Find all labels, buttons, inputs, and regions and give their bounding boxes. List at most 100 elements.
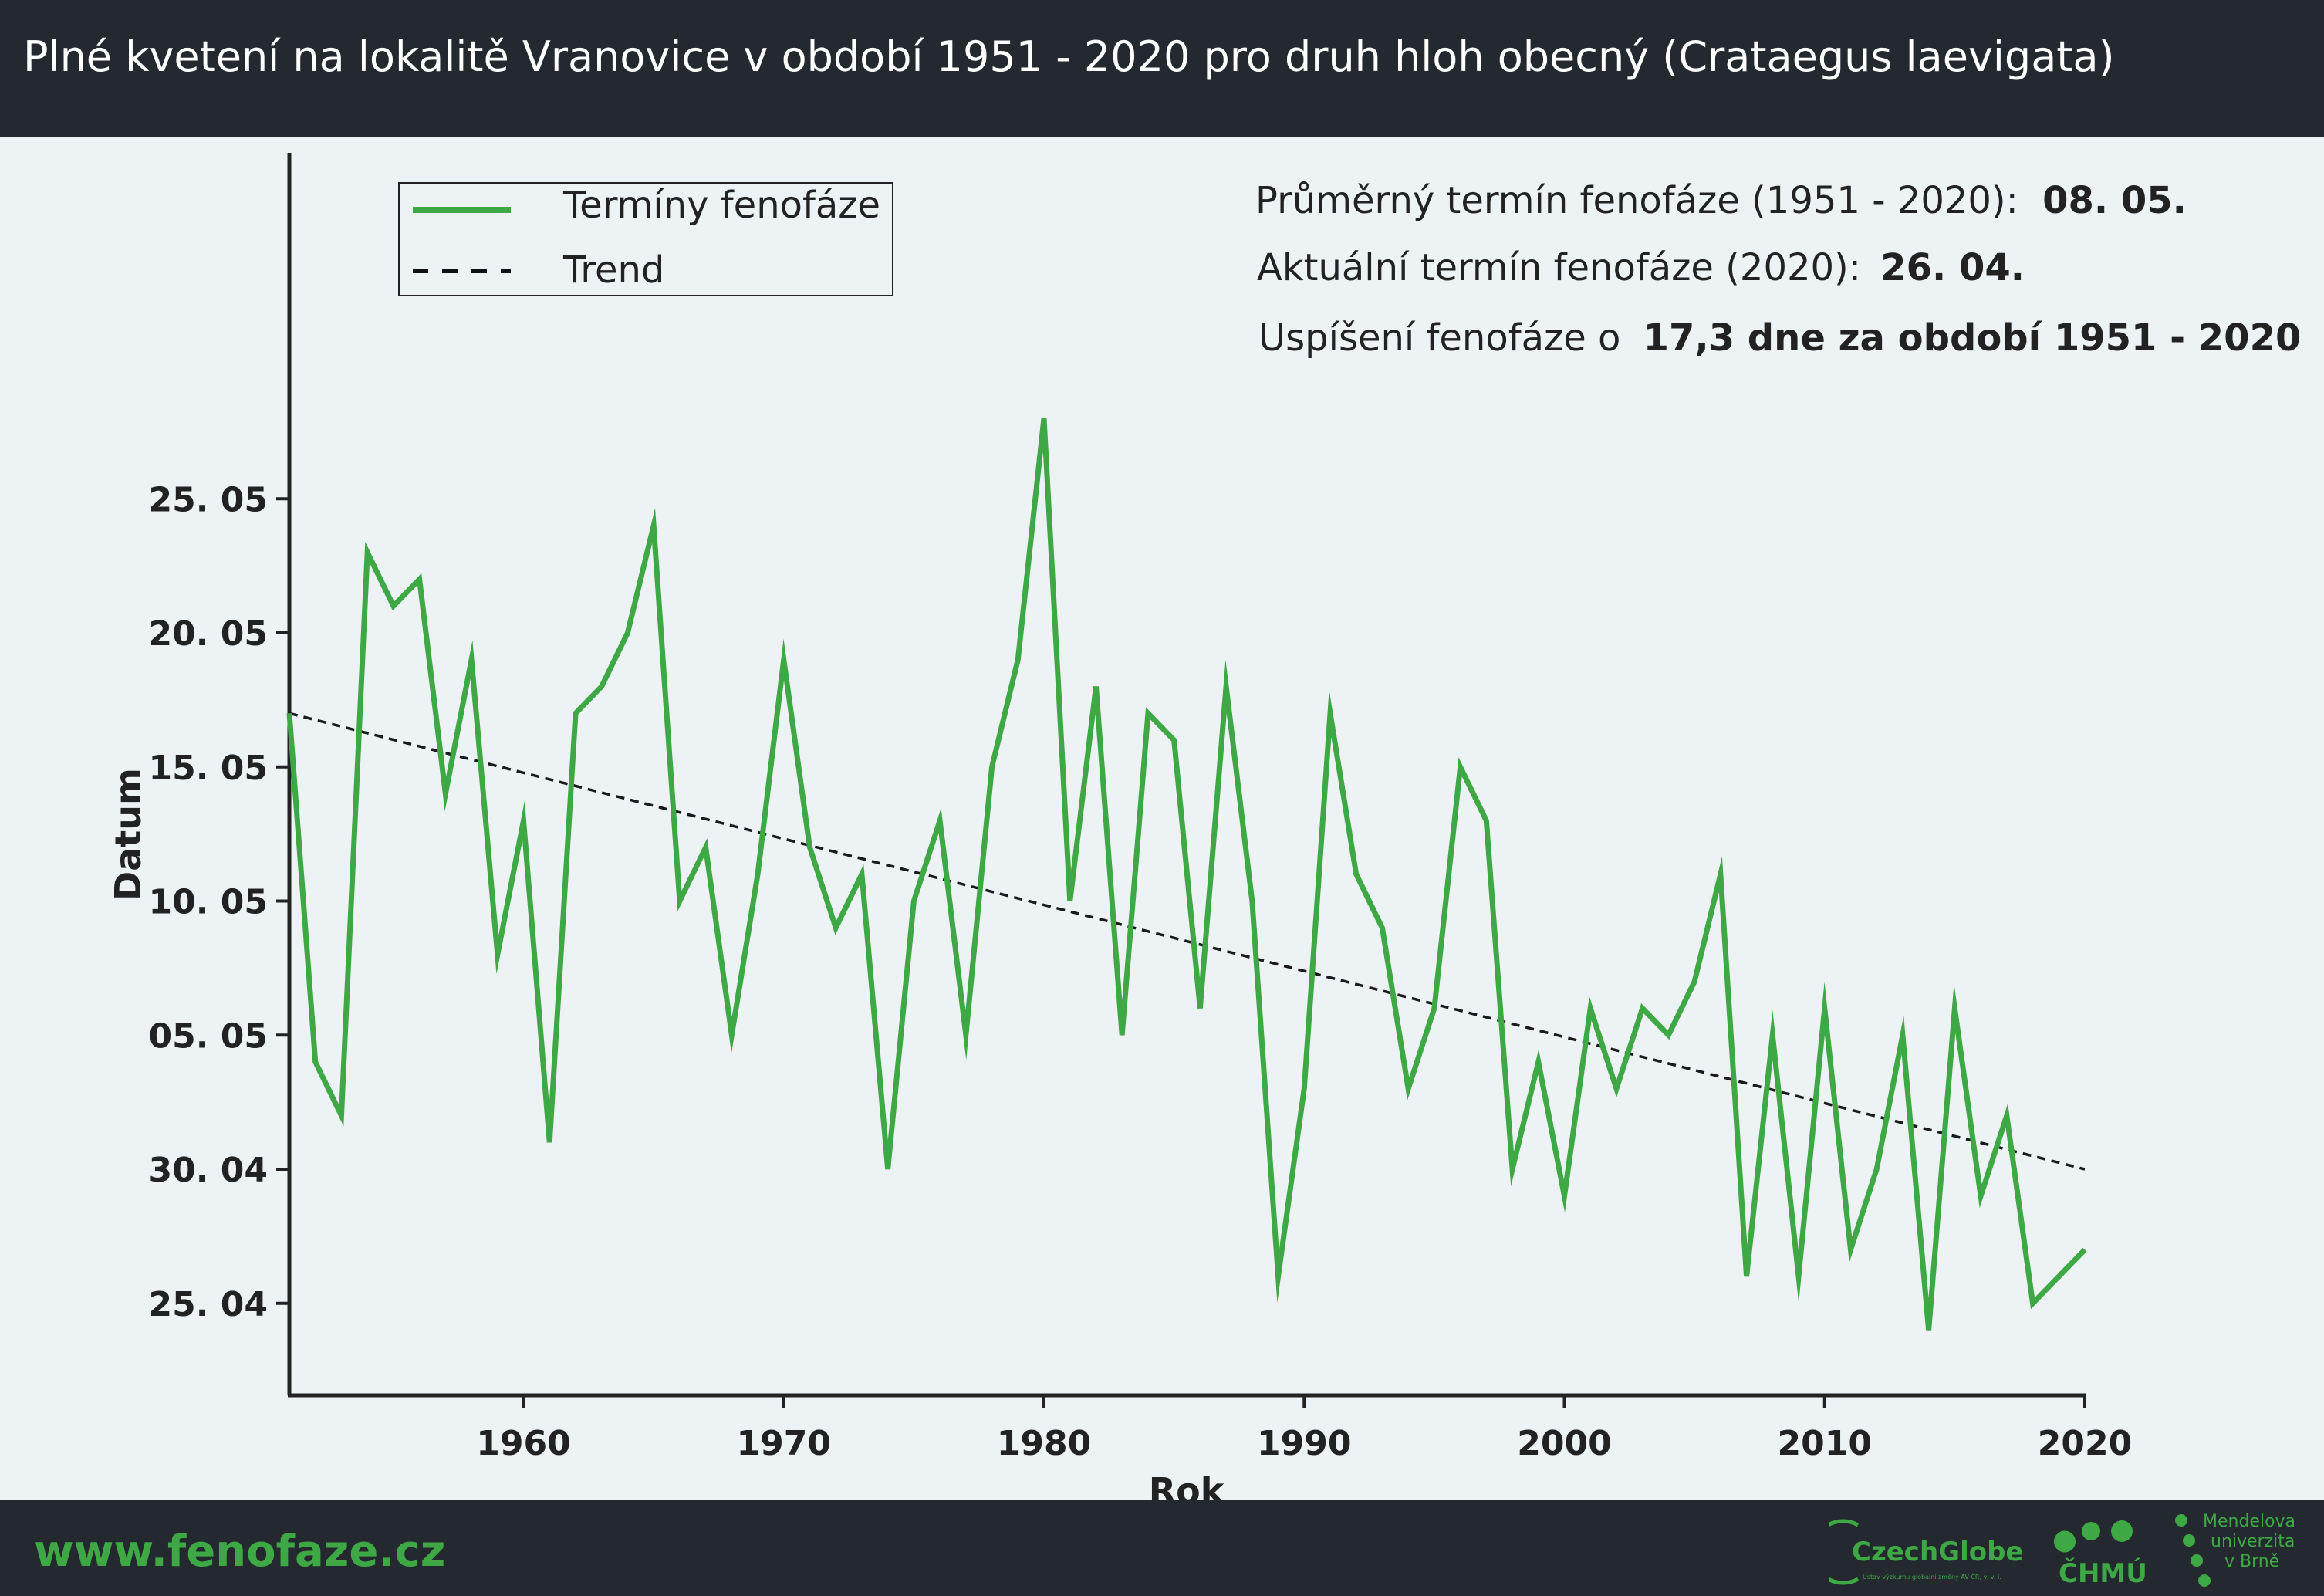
phenology-line-chart: 1960 1970 1980 1990 2000 2010 2020 25. 04 30. 04… <box>107 153 2301 1500</box>
avg-term-label: Průměrný termín fenofáze (1951 - 2020): <box>1255 179 2018 222</box>
y-tick-label: 25. 05 <box>149 480 269 519</box>
data-point <box>1613 1086 1620 1092</box>
chmu-dot-icon <box>2082 1522 2100 1540</box>
data-point <box>624 630 630 636</box>
data-point <box>703 844 709 850</box>
shift-line: Uspíšení fenofáze o 17,3 dne za období 1… <box>1258 316 2301 360</box>
data-point <box>1171 737 1177 743</box>
data-point <box>521 817 527 823</box>
x-axis-label: Rok <box>1149 1470 1225 1500</box>
data-point <box>1978 1193 1984 1199</box>
data-point <box>781 657 787 663</box>
data-point <box>338 1113 344 1119</box>
shift-value: 17,3 dne za období 1951 - 2020 <box>1643 316 2302 360</box>
data-point <box>1379 925 1385 931</box>
y-tick-label: 20. 05 <box>149 614 269 654</box>
mendelu-dot-icon <box>2191 1554 2203 1567</box>
data-point <box>1587 1006 1593 1012</box>
website-link[interactable]: www.fenofaze.cz <box>34 1527 446 1577</box>
legend-box <box>398 182 893 296</box>
header-bar: Plné kvetení na lokalitě Vranovice v obd… <box>0 0 2324 137</box>
chmu-wordmark: ČHMÚ <box>2059 1557 2145 1587</box>
x-tick-label: 2010 <box>1778 1424 1872 1463</box>
y-tick-label: 30. 04 <box>149 1151 269 1190</box>
data-point <box>859 871 865 877</box>
current-term-value: 26. 04. <box>1880 246 2025 289</box>
data-point <box>1067 898 1073 905</box>
data-point <box>1795 1273 1802 1280</box>
mendelu-dot-icon <box>2175 1514 2187 1527</box>
data-point <box>2082 1246 2088 1253</box>
data-point <box>963 1032 969 1038</box>
info-panel: Průměrný termín fenofáze (1951 - 2020): … <box>1255 179 2301 360</box>
data-point <box>1301 1086 1307 1092</box>
data-point <box>1145 710 1151 716</box>
data-point <box>312 1059 319 1065</box>
mendelu-logo: Mendelova univerzita v Brně <box>2175 1512 2295 1587</box>
data-point <box>2030 1300 2036 1307</box>
series-layer <box>286 418 2088 1334</box>
data-point <box>1249 898 1255 905</box>
data-point <box>1458 764 1464 770</box>
data-point <box>1327 710 1333 716</box>
mendelu-text-1: Mendelova <box>2203 1512 2295 1531</box>
legend: Termíny fenofáze Trend <box>398 182 893 296</box>
data-point <box>546 1139 552 1145</box>
legend-label-series: Termíny fenofáze <box>562 184 880 227</box>
data-point <box>2004 1113 2010 1119</box>
y-tick-label: 05. 05 <box>149 1016 269 1056</box>
x-tick-label: 1990 <box>1257 1424 1351 1463</box>
data-point <box>1665 1032 1671 1038</box>
data-point <box>937 817 943 823</box>
data-point <box>1535 1059 1542 1065</box>
footer-bar: www.fenofaze.cz CzechGlobe Ústav výzkumu… <box>0 1500 2324 1596</box>
page-title: Plné kvetení na lokalitě Vranovice v obd… <box>23 32 2115 81</box>
data-point <box>1093 684 1099 690</box>
czechglobe-subtitle: Ústav výzkumu globální změny AV ČR, v. v… <box>1863 1572 2001 1581</box>
x-tick-label: 1980 <box>997 1424 1091 1463</box>
data-point <box>2055 1273 2062 1280</box>
data-point <box>573 710 579 716</box>
data-point <box>677 898 683 905</box>
data-point <box>1431 1006 1437 1012</box>
data-point <box>1900 1032 1906 1038</box>
legend-label-trend: Trend <box>562 249 664 292</box>
data-point <box>442 791 448 797</box>
data-point <box>390 603 397 609</box>
avg-term-line: Průměrný termín fenofáze (1951 - 2020): … <box>1255 179 2187 222</box>
data-point <box>1509 1166 1515 1172</box>
data-point <box>1015 657 1021 663</box>
data-point <box>1197 1006 1203 1012</box>
data-point <box>1926 1327 1932 1334</box>
x-tick-label: 1960 <box>476 1424 570 1463</box>
data-point <box>910 898 917 905</box>
data-point <box>989 764 995 770</box>
data-point <box>650 522 657 529</box>
data-point <box>1822 1006 1828 1012</box>
data-point <box>1951 1006 1957 1012</box>
data-point <box>468 657 475 663</box>
data-point <box>728 1032 735 1038</box>
data-point <box>806 844 812 850</box>
x-tick-label: 2020 <box>2038 1424 2132 1463</box>
data-point <box>417 577 423 583</box>
data-point <box>1483 817 1489 823</box>
current-term-label: Aktuální termín fenofáze (2020): <box>1257 246 1861 289</box>
data-point <box>755 871 761 877</box>
shift-label: Uspíšení fenofáze o <box>1258 316 1620 360</box>
axes: 1960 1970 1980 1990 2000 2010 2020 25. 04 30. 04… <box>107 153 2132 1500</box>
y-tick-label: 25. 04 <box>149 1285 269 1324</box>
y-tick-label: 15. 05 <box>149 749 269 788</box>
data-point <box>1353 871 1360 877</box>
data-point <box>1405 1086 1411 1092</box>
x-tick-label: 1970 <box>737 1424 831 1463</box>
czechglobe-arc-icon <box>1829 1519 1860 1585</box>
data-point <box>1873 1166 1880 1172</box>
data-point <box>1718 871 1724 877</box>
chmu-circle-icon <box>2111 1520 2133 1542</box>
data-point <box>1847 1246 1853 1253</box>
data-point <box>1119 1032 1125 1038</box>
data-point <box>495 952 501 958</box>
data-point <box>1691 979 1697 985</box>
czechglobe-logo: CzechGlobe Ústav výzkumu globální změny … <box>1829 1519 2023 1585</box>
